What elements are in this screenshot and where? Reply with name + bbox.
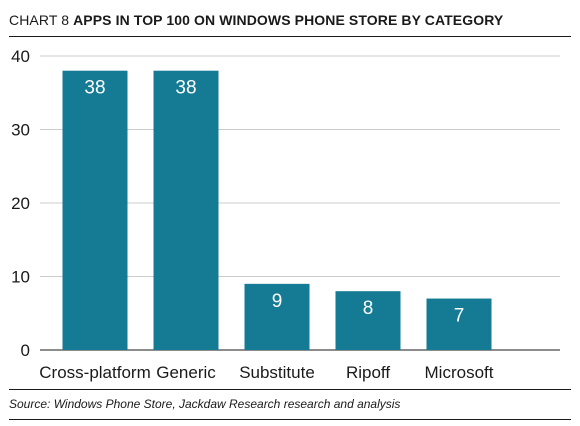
data-label: 7 <box>454 306 465 327</box>
x-tick-label: Substitute <box>239 363 315 382</box>
y-tick-label: 30 <box>11 121 30 140</box>
data-label: 38 <box>175 78 196 99</box>
y-tick-label: 40 <box>11 47 30 66</box>
data-label: 8 <box>363 298 374 319</box>
x-tick-label: Microsoft <box>425 363 494 382</box>
bar <box>426 298 492 350</box>
bar <box>62 70 128 350</box>
x-tick-label: Cross-platform <box>39 363 150 382</box>
y-tick-label: 10 <box>11 268 30 287</box>
chart-number: CHART 8 <box>9 12 70 28</box>
bar <box>335 291 401 350</box>
y-tick-label: 20 <box>11 194 30 213</box>
chart-source: Source: Windows Phone Store, Jackdaw Res… <box>9 397 401 411</box>
bottom-rule <box>9 419 571 420</box>
x-tick-label: Ripoff <box>346 363 390 382</box>
x-tick-label: Generic <box>156 363 216 382</box>
data-label: 9 <box>272 291 283 312</box>
y-tick-label: 0 <box>21 341 30 360</box>
chart-title: CHART 8 APPS IN TOP 100 ON WINDOWS PHONE… <box>9 12 503 28</box>
title-rule <box>9 36 571 37</box>
source-rule <box>9 389 571 390</box>
data-label: 38 <box>84 78 105 99</box>
chart-title-text: APPS IN TOP 100 ON WINDOWS PHONE STORE B… <box>73 12 504 28</box>
bar <box>153 70 219 350</box>
bar <box>244 283 310 350</box>
